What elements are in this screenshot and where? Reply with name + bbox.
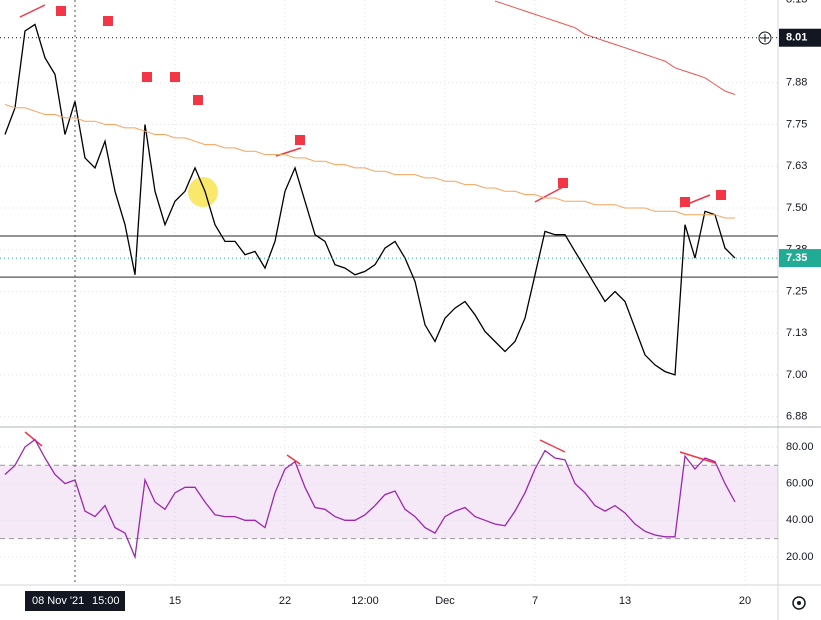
y-tick-label: 7.75 <box>786 118 807 130</box>
crosshair-time: 15:00 <box>92 595 120 607</box>
series-line <box>4 104 735 219</box>
y-tick-label: 7.25 <box>786 285 807 297</box>
series-line <box>4 23 736 376</box>
y-tick-label: 7.63 <box>786 160 807 172</box>
y-tick-label: 6.88 <box>786 411 807 423</box>
price-label-box <box>779 28 821 47</box>
series-line <box>494 0 736 95</box>
x-tick-label: 15 <box>169 595 181 607</box>
y-tick-label: 7.00 <box>786 369 807 381</box>
y-tick-label: 7.13 <box>786 327 807 339</box>
x-tick-label: 12:00 <box>351 595 379 607</box>
price-label: 7.35 <box>786 252 807 264</box>
y-tick-label: 60.00 <box>786 478 814 490</box>
settings-icon[interactable] <box>792 596 806 610</box>
x-tick-label: 20 <box>739 595 751 607</box>
x-tick-label: 22 <box>279 595 291 607</box>
series-line <box>4 438 736 560</box>
highlight <box>188 177 218 207</box>
x-tick-label: Dec <box>435 595 455 607</box>
y-tick-label: 40.00 <box>786 514 814 526</box>
x-tick-label: 7 <box>532 595 538 607</box>
price-label-box <box>779 249 821 268</box>
y-tick-label: 7.50 <box>786 202 807 214</box>
y-tick-label: 8.13 <box>786 0 807 5</box>
y-tick-label: 20.00 <box>786 551 814 563</box>
annotations <box>19 4 716 465</box>
y-tick-label: 80.00 <box>786 441 814 453</box>
rsi-band <box>0 465 778 539</box>
x-tick-label: 13 <box>619 595 631 607</box>
y-tick-label: 7.88 <box>786 77 807 89</box>
crosshair-date: 08 Nov '21 <box>32 595 84 607</box>
annotation-icons <box>56 6 726 207</box>
crosshair-label-box <box>25 591 125 611</box>
price-label: 8.01 <box>786 32 807 44</box>
